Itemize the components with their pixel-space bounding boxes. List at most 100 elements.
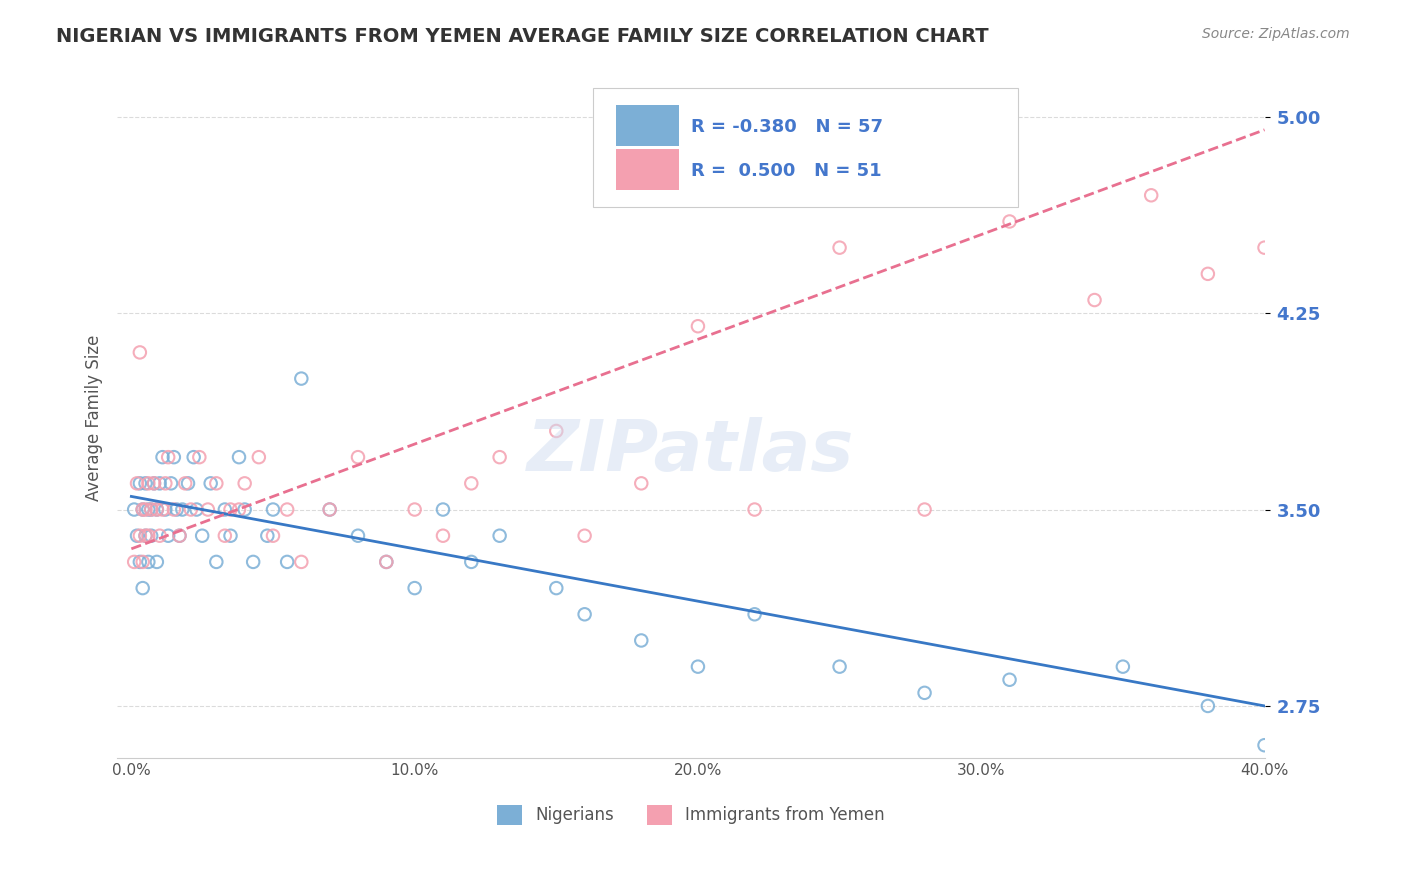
Point xyxy=(318,502,340,516)
Point xyxy=(233,502,256,516)
Point xyxy=(134,529,156,543)
Point xyxy=(134,529,156,543)
Point xyxy=(686,319,709,334)
Point xyxy=(138,476,160,491)
Point xyxy=(183,450,205,465)
Point xyxy=(143,476,166,491)
Point xyxy=(177,476,200,491)
Point xyxy=(998,673,1021,687)
Point xyxy=(290,371,312,385)
Point xyxy=(546,424,568,438)
Point xyxy=(172,502,194,516)
Point xyxy=(744,502,766,516)
Point xyxy=(122,555,145,569)
Point xyxy=(128,555,150,569)
Point xyxy=(205,476,228,491)
Point xyxy=(262,529,284,543)
Point xyxy=(146,555,169,569)
Point xyxy=(122,502,145,516)
Point xyxy=(149,476,172,491)
Point xyxy=(256,529,278,543)
Point xyxy=(998,214,1021,228)
Point xyxy=(174,476,197,491)
Point xyxy=(1197,698,1219,713)
FancyBboxPatch shape xyxy=(616,149,679,190)
Point xyxy=(141,529,163,543)
Point xyxy=(131,502,153,516)
Point xyxy=(152,502,174,516)
Y-axis label: Average Family Size: Average Family Size xyxy=(86,334,103,501)
Point xyxy=(138,502,160,516)
Text: Source: ZipAtlas.com: Source: ZipAtlas.com xyxy=(1202,27,1350,41)
Point xyxy=(138,555,160,569)
Point xyxy=(191,529,214,543)
Point xyxy=(131,555,153,569)
Point xyxy=(242,555,264,569)
Legend: Nigerians, Immigrants from Yemen: Nigerians, Immigrants from Yemen xyxy=(491,798,891,831)
Point xyxy=(262,502,284,516)
Text: NIGERIAN VS IMMIGRANTS FROM YEMEN AVERAGE FAMILY SIZE CORRELATION CHART: NIGERIAN VS IMMIGRANTS FROM YEMEN AVERAG… xyxy=(56,27,988,45)
Point xyxy=(197,502,219,516)
Text: R =  0.500   N = 51: R = 0.500 N = 51 xyxy=(690,162,882,180)
Point xyxy=(828,659,851,673)
Point xyxy=(318,502,340,516)
Point xyxy=(186,502,208,516)
Point xyxy=(290,555,312,569)
Point xyxy=(188,450,211,465)
Point xyxy=(228,502,250,516)
Point xyxy=(488,529,510,543)
Point xyxy=(155,502,177,516)
Point xyxy=(180,502,202,516)
Point xyxy=(163,450,186,465)
Point xyxy=(228,450,250,465)
Text: ZIPatlas: ZIPatlas xyxy=(527,417,855,486)
Point xyxy=(630,476,652,491)
Point xyxy=(574,529,596,543)
Point xyxy=(1140,188,1163,202)
Point xyxy=(488,450,510,465)
Point xyxy=(1083,293,1105,307)
Point xyxy=(214,529,236,543)
Text: R = -0.380   N = 57: R = -0.380 N = 57 xyxy=(690,118,883,136)
Point xyxy=(460,476,482,491)
Point xyxy=(630,633,652,648)
Point xyxy=(134,502,156,516)
Point xyxy=(574,607,596,622)
Point xyxy=(146,502,169,516)
Point xyxy=(125,476,148,491)
Point xyxy=(828,241,851,255)
Point xyxy=(143,476,166,491)
FancyBboxPatch shape xyxy=(616,104,679,145)
Point xyxy=(404,502,426,516)
Point xyxy=(169,529,191,543)
Point xyxy=(432,502,454,516)
Point xyxy=(375,555,398,569)
Point xyxy=(128,476,150,491)
Point xyxy=(219,502,242,516)
Point xyxy=(169,529,191,543)
Point xyxy=(686,659,709,673)
Point xyxy=(200,476,222,491)
Point xyxy=(141,502,163,516)
Point xyxy=(131,581,153,595)
Point xyxy=(219,529,242,543)
Point xyxy=(146,502,169,516)
Point xyxy=(149,529,172,543)
Point xyxy=(166,502,188,516)
Point xyxy=(914,502,936,516)
Point xyxy=(1197,267,1219,281)
Point xyxy=(546,581,568,595)
Point xyxy=(460,555,482,569)
Point xyxy=(1112,659,1135,673)
Point xyxy=(375,555,398,569)
Point xyxy=(141,502,163,516)
Point xyxy=(347,450,370,465)
Point xyxy=(914,686,936,700)
Point xyxy=(276,555,298,569)
Point xyxy=(155,476,177,491)
Point xyxy=(205,555,228,569)
FancyBboxPatch shape xyxy=(593,87,1018,207)
Point xyxy=(163,502,186,516)
Point xyxy=(233,476,256,491)
Point xyxy=(128,529,150,543)
